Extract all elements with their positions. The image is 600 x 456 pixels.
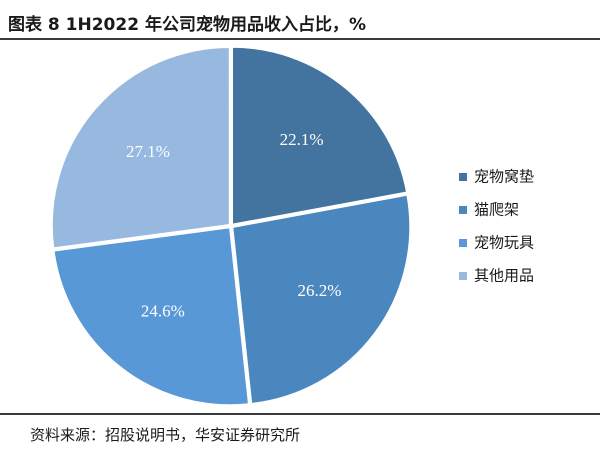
slice-label-3: 24.6% bbox=[141, 302, 185, 321]
slice-labels: 22.1% 26.2% 24.6% 27.1% bbox=[126, 130, 341, 321]
legend-label-1: 宠物窝垫 bbox=[474, 168, 534, 186]
slice-label-2: 26.2% bbox=[298, 281, 342, 300]
chart-title: 图表 8 1H2022 年公司宠物用品收入占比，% bbox=[8, 15, 366, 35]
legend-label-2: 猫爬架 bbox=[474, 201, 519, 219]
legend-swatch-3 bbox=[459, 239, 467, 247]
legend-swatch-4 bbox=[459, 272, 467, 280]
slice-label-1: 22.1% bbox=[280, 130, 324, 149]
pie-slice-4 bbox=[50, 45, 231, 250]
legend-swatch-2 bbox=[459, 206, 467, 214]
legend-label-4: 其他用品 bbox=[474, 267, 534, 285]
pie-slice-3 bbox=[52, 226, 251, 407]
legend-label-3: 宠物玩具 bbox=[474, 234, 534, 252]
slice-label-4: 27.1% bbox=[126, 142, 170, 161]
source-divider bbox=[0, 413, 600, 415]
legend-swatch-1 bbox=[459, 173, 467, 181]
pie-slice-2 bbox=[231, 193, 412, 406]
pie-slices bbox=[50, 45, 412, 407]
pie-slice-1 bbox=[231, 45, 409, 226]
source-note: 资料来源：招股说明书，华安证券研究所 bbox=[30, 426, 301, 444]
title-divider bbox=[0, 38, 600, 40]
